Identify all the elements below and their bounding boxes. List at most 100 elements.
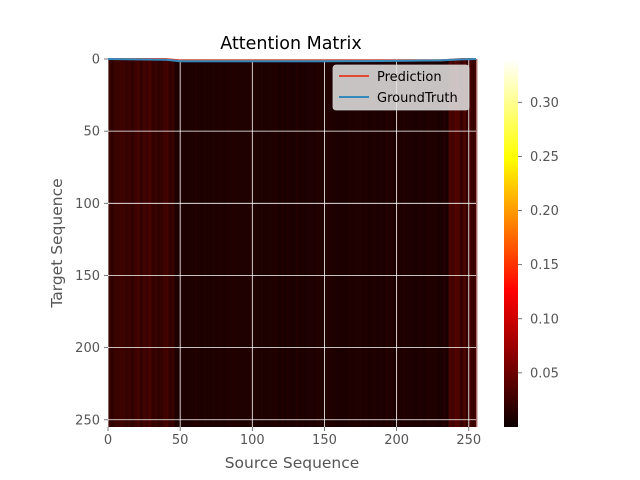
legend-label-prediction: Prediction: [377, 70, 442, 85]
heatmap-column: [139, 59, 143, 427]
heatmap-column: [281, 59, 285, 427]
heatmap-column: [411, 59, 414, 427]
heatmap-column: [439, 59, 443, 427]
heatmap-column: [272, 59, 276, 427]
colorbar-tick-label: 0.15: [530, 258, 559, 273]
heatmap-column: [286, 59, 290, 427]
heatmap-column: [301, 59, 305, 427]
heatmap-column: [416, 59, 420, 427]
series-line-groundtruth: [107, 58, 477, 63]
y-axis-label: Target Sequence: [48, 178, 66, 308]
heatmap-column: [203, 59, 207, 427]
heatmap-column: [437, 59, 440, 427]
heatmap-column: [142, 59, 146, 427]
heatmap-column: [379, 59, 383, 427]
y-tick-label: 50: [83, 125, 100, 140]
series-lines: [107, 58, 477, 63]
heatmap-column: [428, 59, 432, 427]
legend: Prediction GroundTruth: [332, 64, 470, 111]
heatmap-column: [396, 59, 400, 427]
heatmap-column: [275, 59, 279, 427]
heatmap-column: [460, 59, 464, 427]
x-tick-label: 250: [456, 433, 481, 448]
heatmap-column: [434, 59, 438, 427]
heatmap-column: [145, 59, 149, 427]
heatmap-column: [269, 59, 273, 427]
heatmap-column: [390, 59, 394, 427]
heatmap-column: [393, 59, 397, 427]
legend-label-groundtruth: GroundTruth: [377, 91, 458, 106]
heatmap-column: [304, 59, 308, 427]
heatmap-column: [431, 59, 435, 427]
y-tick-label: 0: [92, 53, 100, 68]
y-tick-label: 150: [75, 269, 100, 284]
heatmap-column: [171, 59, 175, 427]
heatmap-column: [206, 59, 210, 427]
colorbar-tick-label: 0.05: [530, 366, 559, 381]
heatmap-column: [159, 59, 163, 427]
heatmap-column: [133, 59, 137, 427]
y-tick-label: 100: [75, 197, 100, 212]
colorbar-tick-label: 0.20: [530, 204, 559, 219]
heatmap-column: [468, 59, 472, 427]
heatmap-column: [385, 59, 388, 427]
heatmap-column: [361, 59, 365, 427]
x-tick-label: 200: [384, 433, 409, 448]
heatmap-column: [295, 59, 299, 427]
heatmap-column: [252, 59, 256, 427]
heatmap-column: [399, 59, 403, 427]
heatmap-column: [174, 59, 178, 427]
heatmap-column: [157, 59, 160, 427]
heatmap-column: [405, 59, 409, 427]
heatmap-column: [194, 59, 198, 427]
heatmap-column: [321, 59, 325, 427]
heatmap-column: [249, 59, 253, 427]
heatmap-column: [122, 59, 126, 427]
heatmap-column: [451, 59, 455, 427]
chart-title: Attention Matrix: [220, 34, 361, 54]
heatmap-column: [148, 59, 152, 427]
x-axis-ticks: 0 50 100 150 200 250: [104, 427, 481, 448]
y-axis-ticks: 0 50 100 150 200 250: [75, 53, 108, 428]
heatmap-column: [336, 59, 339, 427]
heatmap-column: [419, 59, 423, 427]
heatmap-column: [474, 59, 478, 427]
heatmap-column: [235, 59, 238, 427]
heatmap-column: [402, 59, 406, 427]
heatmap-column: [232, 59, 235, 427]
heatmap-column: [382, 59, 386, 427]
heatmap-column: [471, 59, 475, 427]
heatmap-column: [128, 59, 132, 427]
heatmap-column: [119, 59, 123, 427]
heatmap-column: [442, 59, 446, 427]
heatmap-column: [162, 59, 166, 427]
heatmap-column: [350, 59, 354, 427]
heatmap-column: [367, 59, 371, 427]
heatmap-column: [298, 59, 302, 427]
heatmap-cells: [108, 59, 478, 427]
heatmap-column: [226, 59, 230, 427]
heatmap-column: [448, 59, 452, 427]
heatmap-column: [116, 59, 120, 427]
heatmap-column: [154, 59, 158, 427]
heatmap-column: [278, 59, 282, 427]
colorbar-tick-label: 0.10: [530, 312, 559, 327]
heatmap-column: [217, 59, 221, 427]
heatmap-column: [200, 59, 204, 427]
colorbar-ticks: 0.05 0.10 0.15 0.20 0.25 0.30: [518, 96, 559, 381]
heatmap-column: [165, 59, 169, 427]
colorbar-tick-label: 0.25: [530, 150, 559, 165]
heatmap-column: [289, 59, 293, 427]
x-tick-label: 100: [240, 433, 265, 448]
x-tick-label: 150: [312, 433, 337, 448]
colorbar: [504, 59, 518, 427]
heatmap-column: [359, 59, 362, 427]
heatmap-column: [260, 59, 264, 427]
heatmap-column: [327, 59, 331, 427]
heatmap-column: [425, 59, 429, 427]
heatmap-column: [258, 59, 261, 427]
heatmap-column: [151, 59, 155, 427]
heatmap-column: [108, 59, 111, 427]
heatmap-column: [243, 59, 247, 427]
heatmap-column: [373, 59, 377, 427]
